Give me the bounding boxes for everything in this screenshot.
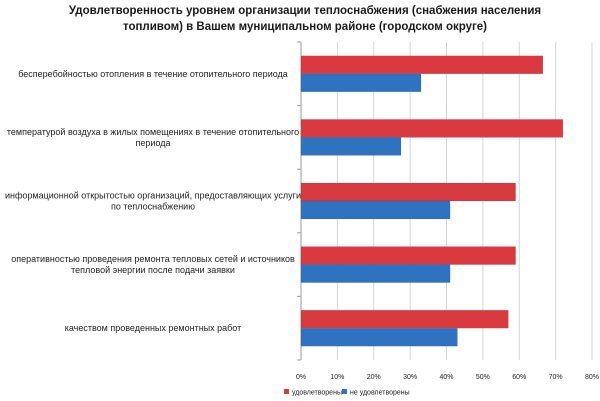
category-label: бесперебойностью отопления в течение ото… bbox=[18, 69, 288, 79]
x-tick-label: 50% bbox=[476, 374, 490, 381]
category-label: оперативностью проведения ремонта теплов… bbox=[11, 254, 295, 275]
legend-swatch bbox=[342, 389, 347, 394]
bar-unsatisfied bbox=[300, 264, 451, 283]
x-tick-label: 0% bbox=[296, 374, 306, 381]
category-label: температурой воздуха в жилых помещениях … bbox=[7, 127, 299, 148]
bar-unsatisfied bbox=[300, 137, 402, 156]
bar-unsatisfied bbox=[300, 73, 422, 93]
bar-unsatisfied bbox=[300, 327, 458, 347]
legend-swatch bbox=[284, 389, 289, 394]
x-tick-label: 20% bbox=[367, 374, 381, 381]
bar-satisfied bbox=[300, 55, 544, 75]
bar-satisfied bbox=[300, 182, 516, 202]
category-label: качеством проведенных ремонтных работ bbox=[65, 323, 242, 333]
chart-title: Удовлетворенность уровнем организации те… bbox=[68, 5, 542, 33]
x-tick-label: 10% bbox=[330, 374, 344, 381]
x-tick-label: 70% bbox=[549, 374, 563, 381]
x-tick-label: 30% bbox=[403, 374, 417, 381]
x-axis: 0% 10% 20% 30% 40% 50% 60% 70% 80% bbox=[296, 374, 599, 381]
x-tick-label: 80% bbox=[585, 374, 599, 381]
category-label: информационной открытостью организаций, … bbox=[5, 191, 301, 212]
legend-label: не удовлетворены bbox=[350, 390, 410, 397]
bar-satisfied bbox=[300, 246, 516, 265]
legend-label: удовлетворены bbox=[292, 390, 342, 397]
bar-satisfied bbox=[300, 309, 509, 329]
category-labels: бесперебойностью отопления в течение ото… bbox=[5, 69, 301, 333]
legend: удовлетворены не удовлетворены bbox=[284, 389, 410, 397]
x-tick-label: 60% bbox=[512, 374, 526, 381]
bar-unsatisfied bbox=[300, 200, 451, 220]
bar-satisfied bbox=[300, 119, 564, 138]
bars bbox=[300, 55, 564, 347]
x-tick-label: 40% bbox=[439, 374, 453, 381]
